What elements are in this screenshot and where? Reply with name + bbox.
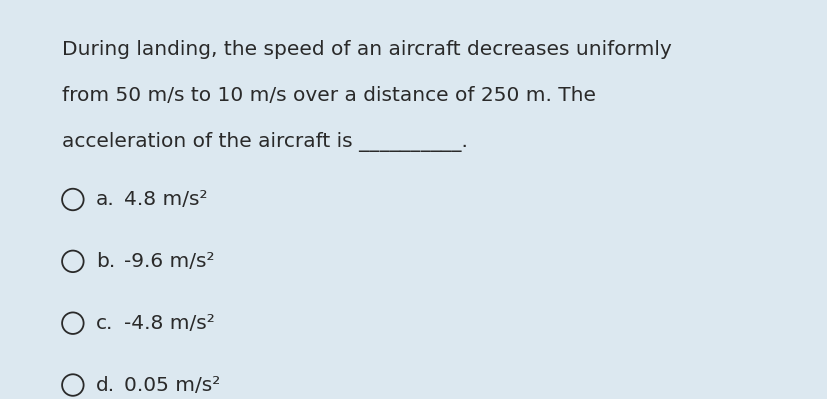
- Text: 4.8 m/s²: 4.8 m/s²: [124, 190, 208, 209]
- Text: acceleration of the aircraft is __________.: acceleration of the aircraft is ________…: [62, 132, 467, 152]
- Text: 0.05 m/s²: 0.05 m/s²: [124, 375, 220, 395]
- Text: from 50 m/s to 10 m/s over a distance of 250 m. The: from 50 m/s to 10 m/s over a distance of…: [62, 86, 595, 105]
- Text: -4.8 m/s²: -4.8 m/s²: [124, 314, 215, 333]
- Text: d.: d.: [96, 375, 115, 395]
- Text: c.: c.: [96, 314, 113, 333]
- Text: b.: b.: [96, 252, 115, 271]
- Text: a.: a.: [96, 190, 115, 209]
- Text: During landing, the speed of an aircraft decreases uniformly: During landing, the speed of an aircraft…: [62, 40, 671, 59]
- Text: -9.6 m/s²: -9.6 m/s²: [124, 252, 214, 271]
